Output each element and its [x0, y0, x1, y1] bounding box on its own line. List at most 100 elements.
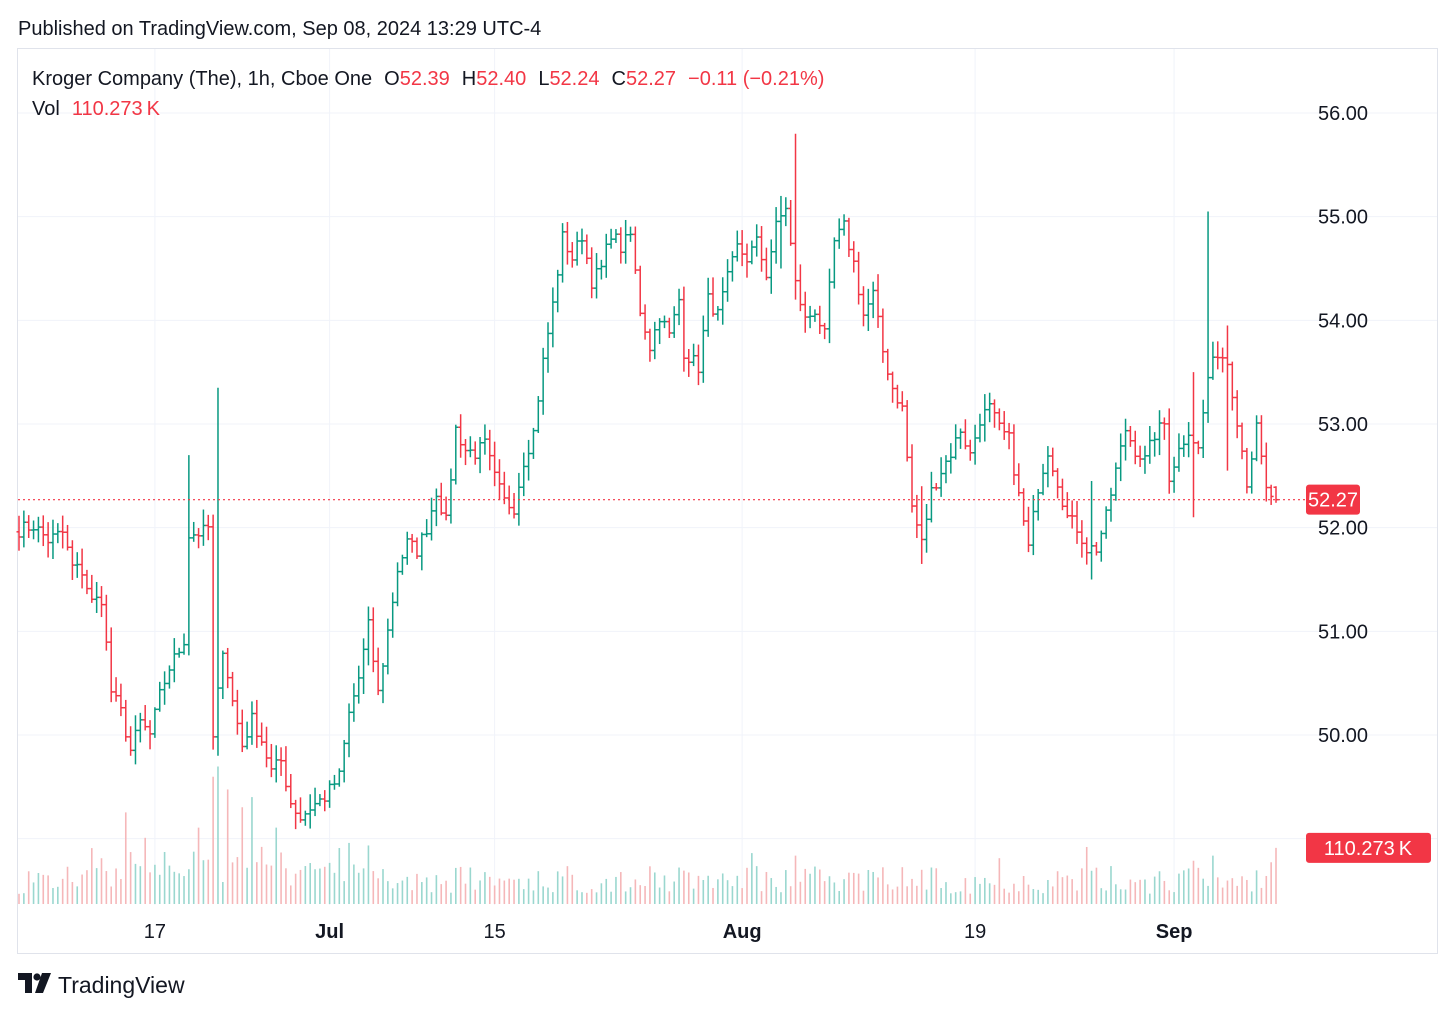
ohlc-bar [166, 665, 172, 689]
ohlc-bar [433, 488, 439, 527]
ohlc-bar [1079, 520, 1085, 558]
ohlc-bar [370, 607, 376, 673]
ohlc-bar [1249, 451, 1255, 494]
ohlc-bar [142, 705, 148, 731]
ohlc-bar [987, 392, 993, 423]
volume-legend-row: Vol 110.273 K [32, 96, 824, 126]
ohlc-bar [215, 387, 221, 756]
ohlc-bar [632, 226, 638, 274]
low-label: L [538, 68, 550, 90]
ohlc-legend-row: Kroger Company (The), 1h, Cboe One O52.39… [32, 66, 824, 96]
ohlc-bar [574, 231, 580, 266]
ohlc-bar [385, 618, 391, 675]
ohlc-bar [783, 197, 789, 227]
ohlc-bar [1268, 484, 1274, 505]
footer-brand[interactable]: TradingView [18, 970, 185, 1000]
ohlc-bar [171, 638, 177, 683]
ohlc-bar [725, 259, 731, 302]
ohlc-bar [414, 537, 420, 559]
y-tick-label: 51.00 [1318, 621, 1368, 643]
ohlc-bar [307, 794, 313, 829]
ohlc-bar [1069, 500, 1075, 529]
ohlc-bar [972, 424, 978, 465]
axis-badges: 52.27 110.273 K [1306, 484, 1431, 863]
ohlc-bar [1210, 341, 1216, 380]
ohlc-bar [317, 794, 323, 807]
ohlc-bar [1025, 506, 1031, 553]
ohlc-bar [1229, 361, 1235, 411]
symbol-title[interactable]: Kroger Company (The), 1h, Cboe One [32, 68, 373, 90]
ohlc-bar [807, 305, 813, 329]
high-label: H [461, 68, 477, 90]
ohlc-bar [501, 471, 507, 505]
chart-frame[interactable] [17, 48, 1438, 954]
last-price-badge: 52.27 [1306, 484, 1360, 515]
ohlc-bar [511, 492, 517, 519]
ohlc-bar [327, 780, 333, 808]
ohlc-bar [103, 594, 109, 651]
ohlc-bar [336, 768, 342, 787]
ohlc-bar [322, 790, 328, 812]
ohlc-bar [526, 439, 532, 481]
ohlc-bar [244, 721, 250, 750]
ohlc-bar [152, 707, 158, 738]
ohlc-bar [220, 650, 226, 700]
ohlc-bar [1234, 390, 1240, 439]
ohlc-bar [1113, 462, 1119, 501]
ohlc-bar [424, 519, 430, 538]
ohlc-bar [1142, 445, 1148, 474]
open-label: O [384, 68, 400, 90]
ohlc-bar [1093, 542, 1099, 556]
ohlc-bar [826, 268, 832, 344]
ohlc-bar [1098, 530, 1104, 562]
ohlc-bar [555, 269, 561, 313]
ohlc-bar [1200, 399, 1206, 458]
y-axis[interactable]: 56.00 55.00 54.00 53.00 52.00 51.00 50.00 [1318, 103, 1368, 747]
ohlc-bar [846, 217, 852, 257]
ohlc-bar [1045, 446, 1051, 488]
ohlc-bar [739, 230, 745, 267]
y-tick-label: 52.00 [1318, 518, 1368, 540]
brand-name: TradingView [58, 971, 185, 998]
ohlc-bar [94, 581, 100, 613]
ohlc-bar [773, 207, 779, 264]
ohlc-bar [230, 671, 236, 707]
ohlc-bar [1152, 432, 1158, 457]
ohlc-bar [123, 699, 129, 742]
x-axis[interactable]: 17 Jul 15 Aug 19 Sep [144, 921, 1193, 943]
ohlc-bar [492, 441, 498, 487]
ohlc-bar [293, 799, 299, 830]
ohlc-bar [530, 427, 536, 459]
x-tick-label: Sep [1156, 921, 1193, 943]
volume-value: 110.273 K [71, 98, 160, 120]
ohlc-bar [967, 439, 973, 461]
ohlc-bar [608, 228, 614, 249]
ohlc-bar [768, 239, 774, 294]
ohlc-bar [802, 291, 808, 333]
ohlc-bar [288, 773, 294, 809]
ohlc-bar [715, 306, 721, 321]
ohlc-bar [894, 384, 900, 409]
ohlc-bar [686, 348, 692, 377]
ohlc-bar [249, 701, 255, 745]
ohlc-bar [443, 496, 449, 521]
volume-label[interactable]: Vol [32, 98, 60, 120]
ohlc-bar [996, 408, 1002, 431]
ohlc-bar [74, 552, 80, 578]
ohlc-bar [676, 288, 682, 326]
ohlc-bar [1059, 478, 1065, 511]
grid-lines [18, 49, 1437, 905]
ohlc-bar [1166, 408, 1172, 494]
ohlc-bar [914, 494, 920, 539]
ohlc-bar [589, 247, 595, 299]
ohlc-bar [1040, 463, 1046, 496]
ohlc-bar [623, 219, 629, 264]
published-header: Published on TradingView.com, Sep 08, 20… [18, 18, 542, 40]
ohlc-bar [65, 524, 71, 551]
ohlc-bar [128, 726, 134, 756]
ohlc-bar [176, 647, 182, 658]
ohlc-bar [225, 647, 231, 689]
ohlc-bar [856, 251, 862, 305]
ohlc-bar [885, 348, 891, 381]
